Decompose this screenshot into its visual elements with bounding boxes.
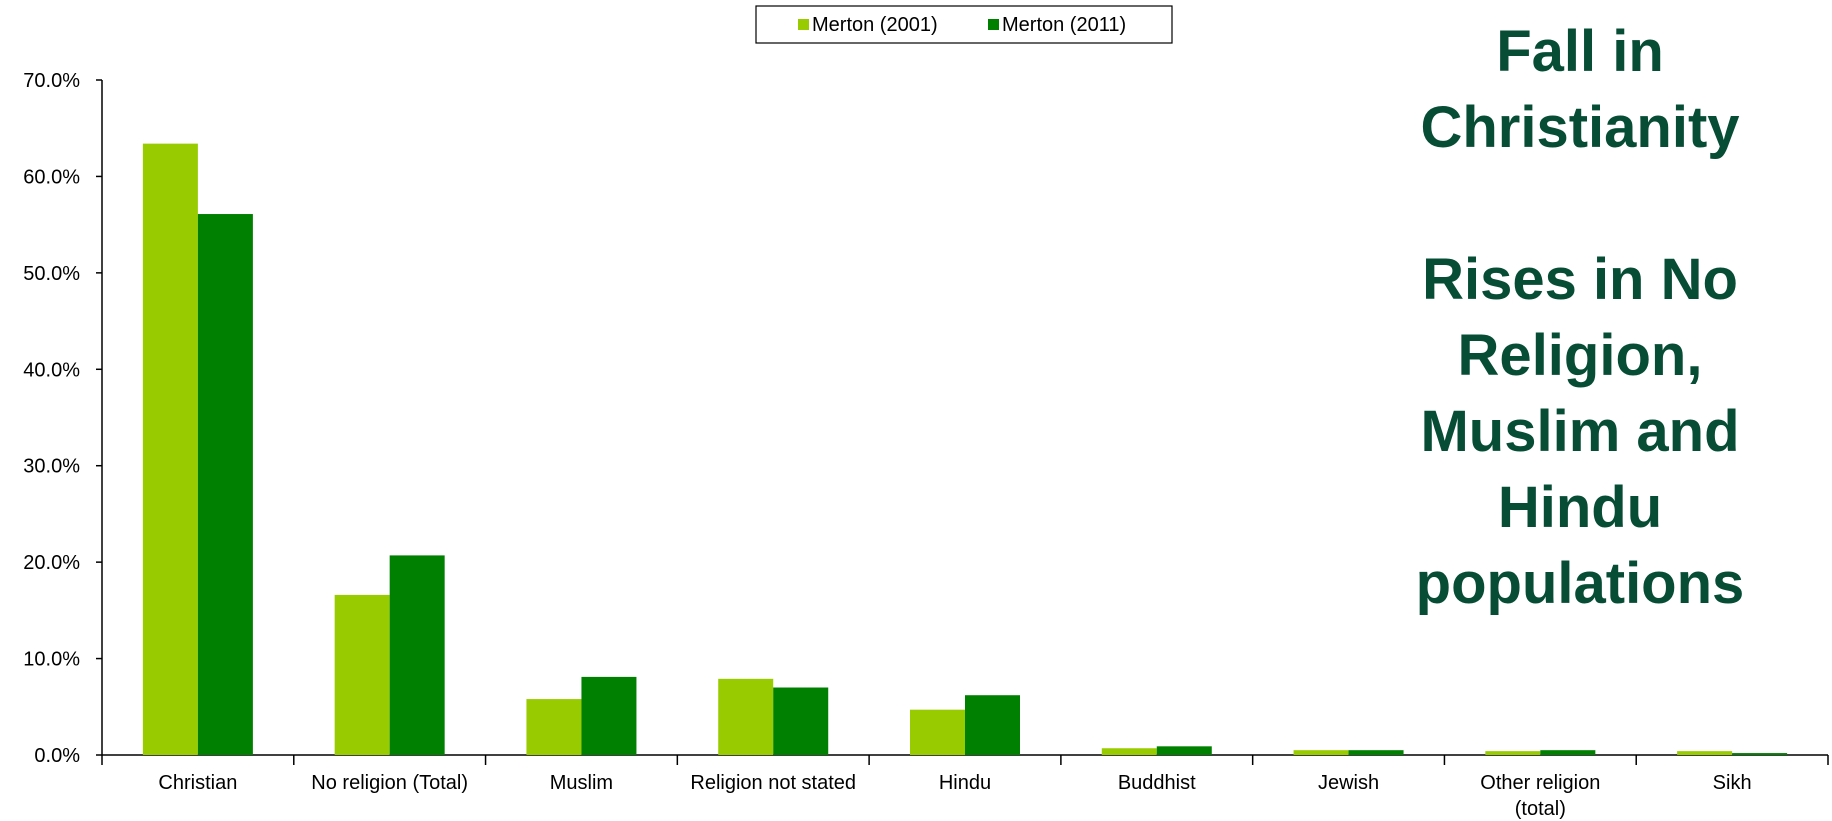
bar [1732, 753, 1788, 755]
y-tick-label: 20.0% [23, 552, 80, 574]
bar [1293, 750, 1349, 755]
legend-label: Merton (2011) [1002, 14, 1126, 36]
legend-label: Merton (2001) [812, 14, 938, 36]
y-tick-label: 70.0% [23, 70, 80, 92]
bar [965, 695, 1020, 755]
bar [1101, 748, 1157, 755]
legend-swatch [798, 19, 809, 30]
bar [1156, 746, 1212, 755]
bar [389, 555, 445, 755]
y-tick-label: 40.0% [23, 359, 80, 381]
x-category-label: Sikh [1713, 772, 1752, 794]
y-tick-label: 10.0% [23, 649, 80, 671]
x-category-label: (total) [1515, 798, 1566, 820]
y-tick-label: 60.0% [23, 166, 80, 188]
x-category-label: Muslim [550, 772, 613, 794]
bar [1677, 751, 1733, 755]
bar [581, 676, 637, 755]
legend-box [755, 5, 1173, 44]
headline-line: Hindu [1497, 475, 1663, 540]
headline-line: Muslim and [1420, 399, 1740, 464]
bar [334, 594, 390, 755]
bar [1485, 751, 1541, 755]
headline-annotation: Fall in Christianity Rises in No Religio… [1340, 14, 1820, 622]
x-category-label: Jewish [1318, 772, 1379, 794]
y-tick-label: 50.0% [23, 263, 80, 285]
bar [142, 143, 198, 756]
x-category-label: Other religion [1480, 772, 1600, 794]
headline-line: Rises in No [1422, 247, 1738, 312]
headline-line: populations [1415, 551, 1745, 616]
bar [1540, 750, 1596, 755]
y-tick-label: 0.0% [34, 745, 80, 767]
bar [197, 214, 253, 756]
headline-line: Religion, [1457, 323, 1703, 388]
bar [718, 678, 774, 755]
x-category-label: No religion (Total) [311, 772, 468, 794]
bar [526, 699, 582, 755]
legend-swatch [988, 19, 999, 30]
headline-line: Fall in [1496, 19, 1664, 84]
y-tick-label: 30.0% [23, 456, 80, 478]
x-category-label: Religion not stated [690, 772, 856, 794]
headline-line: Christianity [1420, 95, 1740, 160]
headline-spacer [1340, 166, 1820, 242]
x-category-label: Christian [158, 772, 237, 794]
bar [1348, 750, 1404, 755]
x-category-label: Buddhist [1118, 772, 1196, 794]
x-category-label: Hindu [939, 772, 991, 794]
bar [773, 687, 829, 755]
bar [910, 709, 965, 755]
